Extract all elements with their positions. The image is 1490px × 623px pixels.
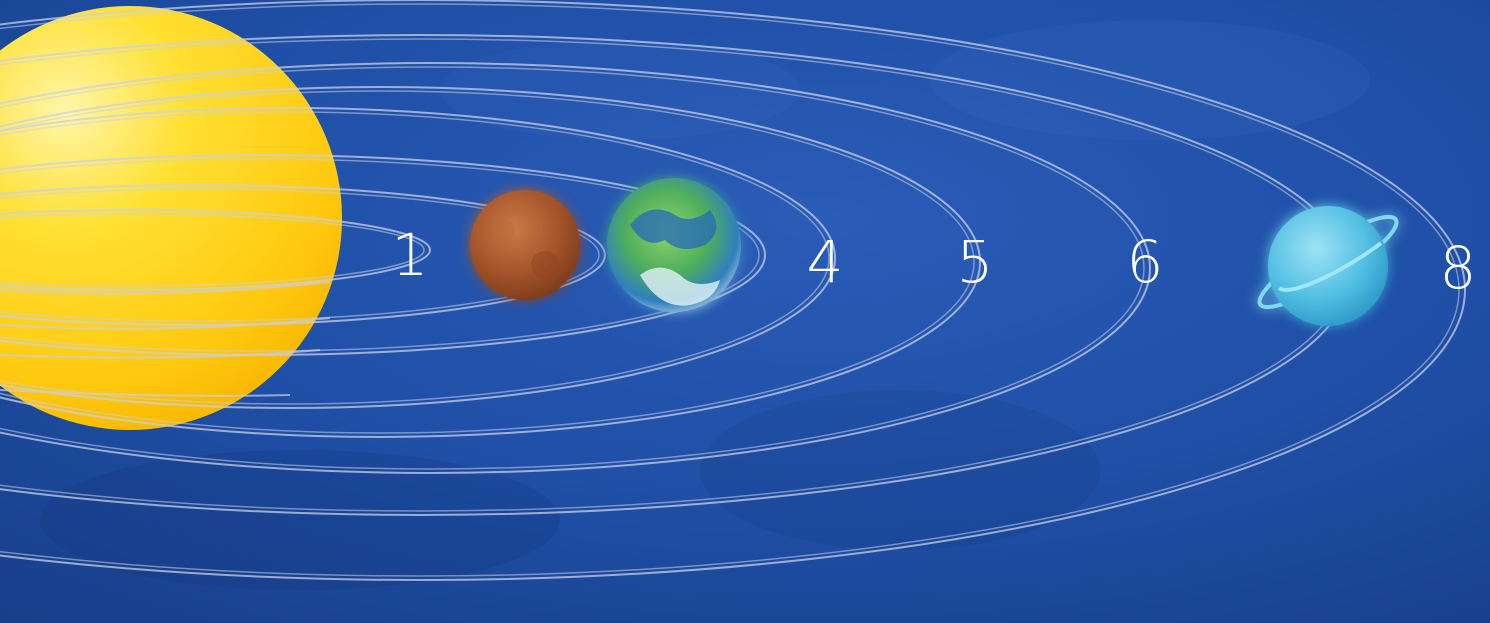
mars-like-planet-icon [470,190,580,300]
orbit-6 [0,62,1151,474]
orbit-label-8: 8 [1439,234,1477,302]
orbit-4 [0,107,836,409]
orbit-8 [0,0,1466,581]
earth-like-planet-icon [607,178,741,312]
orbit-label-1: 1 [391,221,429,289]
orbit-label-4: 4 [806,228,844,296]
orbit-5 [0,86,981,438]
orbit-label-6: 6 [1126,228,1164,296]
orbit-2 [0,184,606,326]
orbit-label-5: 5 [956,228,994,296]
ringed-ice-planet-icon [1257,206,1399,326]
sun-orbit-lines [0,281,331,397]
orbit-1 [0,209,431,291]
